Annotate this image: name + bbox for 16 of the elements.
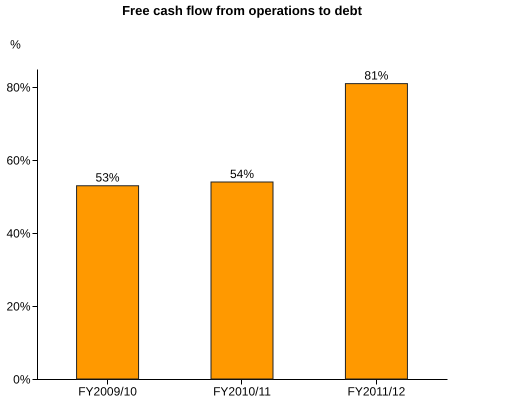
y-tick-label: 20%: [6, 300, 31, 314]
bar: [76, 185, 140, 380]
y-tick-label: 40%: [6, 226, 31, 241]
y-axis-title: %: [10, 38, 22, 52]
data-label: 81%: [364, 68, 389, 83]
x-tick-label: FY2009/10: [78, 384, 138, 398]
bar: [210, 182, 274, 380]
chart-title: Free cash flow from operations to debt: [122, 3, 363, 18]
x-tick-label: FY2010/11: [213, 384, 272, 398]
y-tick-label: 80%: [6, 80, 31, 95]
y-tick-label: 60%: [6, 154, 31, 168]
data-label: 53%: [96, 170, 120, 185]
y-tick-label: 0%: [13, 372, 31, 386]
x-tick-label: FY2011/12: [348, 384, 406, 398]
bar: [344, 83, 408, 380]
data-label: 54%: [230, 167, 254, 182]
